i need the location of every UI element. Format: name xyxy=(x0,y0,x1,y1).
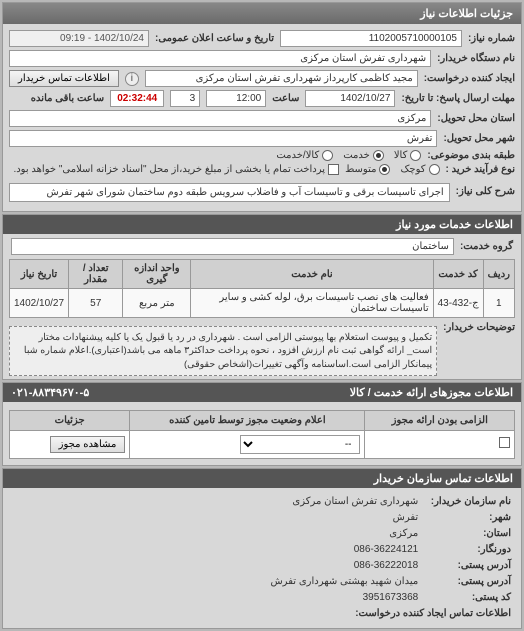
auth-row: -- مشاهده مجوز xyxy=(10,430,515,458)
org-label: نام سازمان خریدار: xyxy=(421,494,511,510)
budget-type-label: طبقه بندی موضوعی: xyxy=(427,150,515,161)
c-province-value: مرکزی xyxy=(389,528,418,539)
process-type-group: کوچک متوسط xyxy=(345,164,439,175)
city-label: شهر محل تحویل: xyxy=(443,133,515,144)
fax-label: دورنگار: xyxy=(421,542,511,558)
cell-unit: متر مربع xyxy=(123,289,191,318)
addr-label: آدرس پستی: xyxy=(421,558,511,574)
services-table: ردیف کد خدمت نام خدمت واحد اندازه گیری ت… xyxy=(9,259,515,318)
table-row: 1 ج-432-43 فعالیت های نصب تاسیسات برق، ل… xyxy=(10,289,515,318)
info-icon[interactable]: i xyxy=(125,72,139,86)
support-phone: ۰۲۱-۸۸۳۴۹۶۷۰-۵ xyxy=(11,386,89,399)
col-idx: ردیف xyxy=(483,260,514,289)
view-auth-button[interactable]: مشاهده مجوز xyxy=(50,436,126,453)
org-value: شهرداری تفرش استان مرکزی xyxy=(292,496,418,507)
cell-code: ج-432-43 xyxy=(433,289,483,318)
buyer-notes: تکمیل و پیوست استعلام بها پیوستی الزامی … xyxy=(9,326,437,376)
radio-khadmat[interactable] xyxy=(373,150,384,161)
auth-table: الزامی بودن ارائه مجوز اعلام وضعیت مجوز … xyxy=(9,410,515,459)
notes-label: توضیحات خریدار: xyxy=(443,322,515,333)
deadline-label: مهلت ارسال پاسخ: تا تاریخ: xyxy=(401,93,515,104)
auth-col-details: جزئیات xyxy=(10,410,130,430)
deadline-date: 1402/10/27 xyxy=(305,90,395,107)
auth-status-select[interactable]: -- xyxy=(240,435,360,454)
group-label: گروه خدمت: xyxy=(460,241,513,252)
province-label: استان محل تحویل: xyxy=(437,113,515,124)
treasury-check[interactable] xyxy=(328,164,339,175)
col-code: کد خدمت xyxy=(433,260,483,289)
buyer-label: نام دستگاه خریدار: xyxy=(437,53,515,64)
req-creator-label: اطلاعات تماس ایجاد کننده درخواست: xyxy=(355,606,511,622)
need-title-label: شرح کلی نیاز: xyxy=(456,186,515,197)
remain-timer: 02:32:44 xyxy=(110,90,164,107)
group-value: ساختمان xyxy=(11,238,454,255)
col-date: تاریخ نیاز xyxy=(10,260,69,289)
auth-required-check[interactable] xyxy=(499,437,510,448)
time-label-1: ساعت xyxy=(272,93,299,104)
need-details-panel: جزئیات اطلاعات نیاز شماره نیاز: 11020057… xyxy=(2,2,522,212)
cell-qty: 57 xyxy=(69,289,123,318)
panel1-title: جزئیات اطلاعات نیاز xyxy=(3,3,521,24)
announce-label: تاریخ و ساعت اعلان عمومی: xyxy=(155,33,274,44)
panel3-title: اطلاعات مجوزهای ارائه خدمت / کالا xyxy=(350,386,513,399)
request-no-value: 1102005710000105 xyxy=(280,30,462,47)
creator-label: ایجاد کننده درخواست: xyxy=(424,73,515,84)
request-no-label: شماره نیاز: xyxy=(468,33,515,44)
buyer-contact-panel: اطلاعات تماس سازمان خریدار نام سازمان خر… xyxy=(2,468,522,629)
radio-kala[interactable] xyxy=(410,150,421,161)
col-unit: واحد اندازه گیری xyxy=(123,260,191,289)
services-panel: اطلاعات خدمات مورد نیاز گروه خدمت: ساختم… xyxy=(2,214,522,380)
province-value: مرکزی xyxy=(9,110,431,127)
buyer-value: شهرداری تفرش استان مرکزی xyxy=(9,50,431,67)
panel4-title: اطلاعات تماس سازمان خریدار xyxy=(3,469,521,488)
mail-label: آدرس پستی: xyxy=(421,574,511,590)
process-note: پرداخت تمام یا بخشی از مبلغ خرید،از محل … xyxy=(13,164,325,175)
auth-col-required: الزامی بودن ارائه مجوز xyxy=(365,410,515,430)
auth-col-status: اعلام وضعیت مجوز توسط تامین کننده xyxy=(130,410,365,430)
c-city-label: شهر: xyxy=(421,510,511,526)
cell-idx: 1 xyxy=(483,289,514,318)
addr-value: 086-36222018 xyxy=(354,560,419,571)
announce-value: 1402/10/24 - 09:19 xyxy=(9,30,149,47)
fax-value: 086-36224121 xyxy=(354,544,419,555)
col-name: نام خدمت xyxy=(191,260,433,289)
c-city-value: تفرش xyxy=(393,512,419,523)
c-province-label: استان: xyxy=(421,526,511,542)
auth-panel: اطلاعات مجوزهای ارائه خدمت / کالا ۰۲۱-۸۸… xyxy=(2,382,522,466)
opt-kalakhadmat: کالا/خدمت xyxy=(276,150,319,161)
creator-value: مجید کاظمی کارپرداز شهرداری تفرش استان م… xyxy=(145,70,418,87)
buyer-contact-button[interactable]: اطلاعات تماس خریدار xyxy=(9,70,119,87)
city-value: تفرش xyxy=(9,130,437,147)
process-label: نوع فرآیند خرید : xyxy=(446,164,515,175)
opt-medium: متوسط xyxy=(345,164,376,175)
col-qty: تعداد / مقدار xyxy=(69,260,123,289)
post-label: کد پستی: xyxy=(421,590,511,606)
mail-value: میدان شهید بهشتی شهرداری تفرش xyxy=(270,576,418,587)
remain-days: 3 xyxy=(170,90,200,107)
panel2-title: اطلاعات خدمات مورد نیاز xyxy=(3,215,521,234)
cell-name: فعالیت های نصب تاسیسات برق، لوله کشی و س… xyxy=(191,289,433,318)
opt-khadmat: خدمت xyxy=(343,150,370,161)
post-value: 3951673368 xyxy=(363,592,419,603)
radio-small[interactable] xyxy=(429,164,440,175)
opt-small: کوچک xyxy=(400,164,425,175)
remain-suffix: ساعت باقی مانده xyxy=(31,93,104,104)
radio-medium[interactable] xyxy=(379,164,390,175)
need-title-value: اجرای تاسیسات برقی و تاسیسات آب و فاضلاب… xyxy=(9,183,450,202)
deadline-time: 12:00 xyxy=(206,90,266,107)
radio-kalakhadmat[interactable] xyxy=(322,150,333,161)
budget-type-group: کالا خدمت کالا/خدمت xyxy=(276,150,421,161)
opt-kala: کالا xyxy=(394,150,408,161)
cell-date: 1402/10/27 xyxy=(10,289,69,318)
